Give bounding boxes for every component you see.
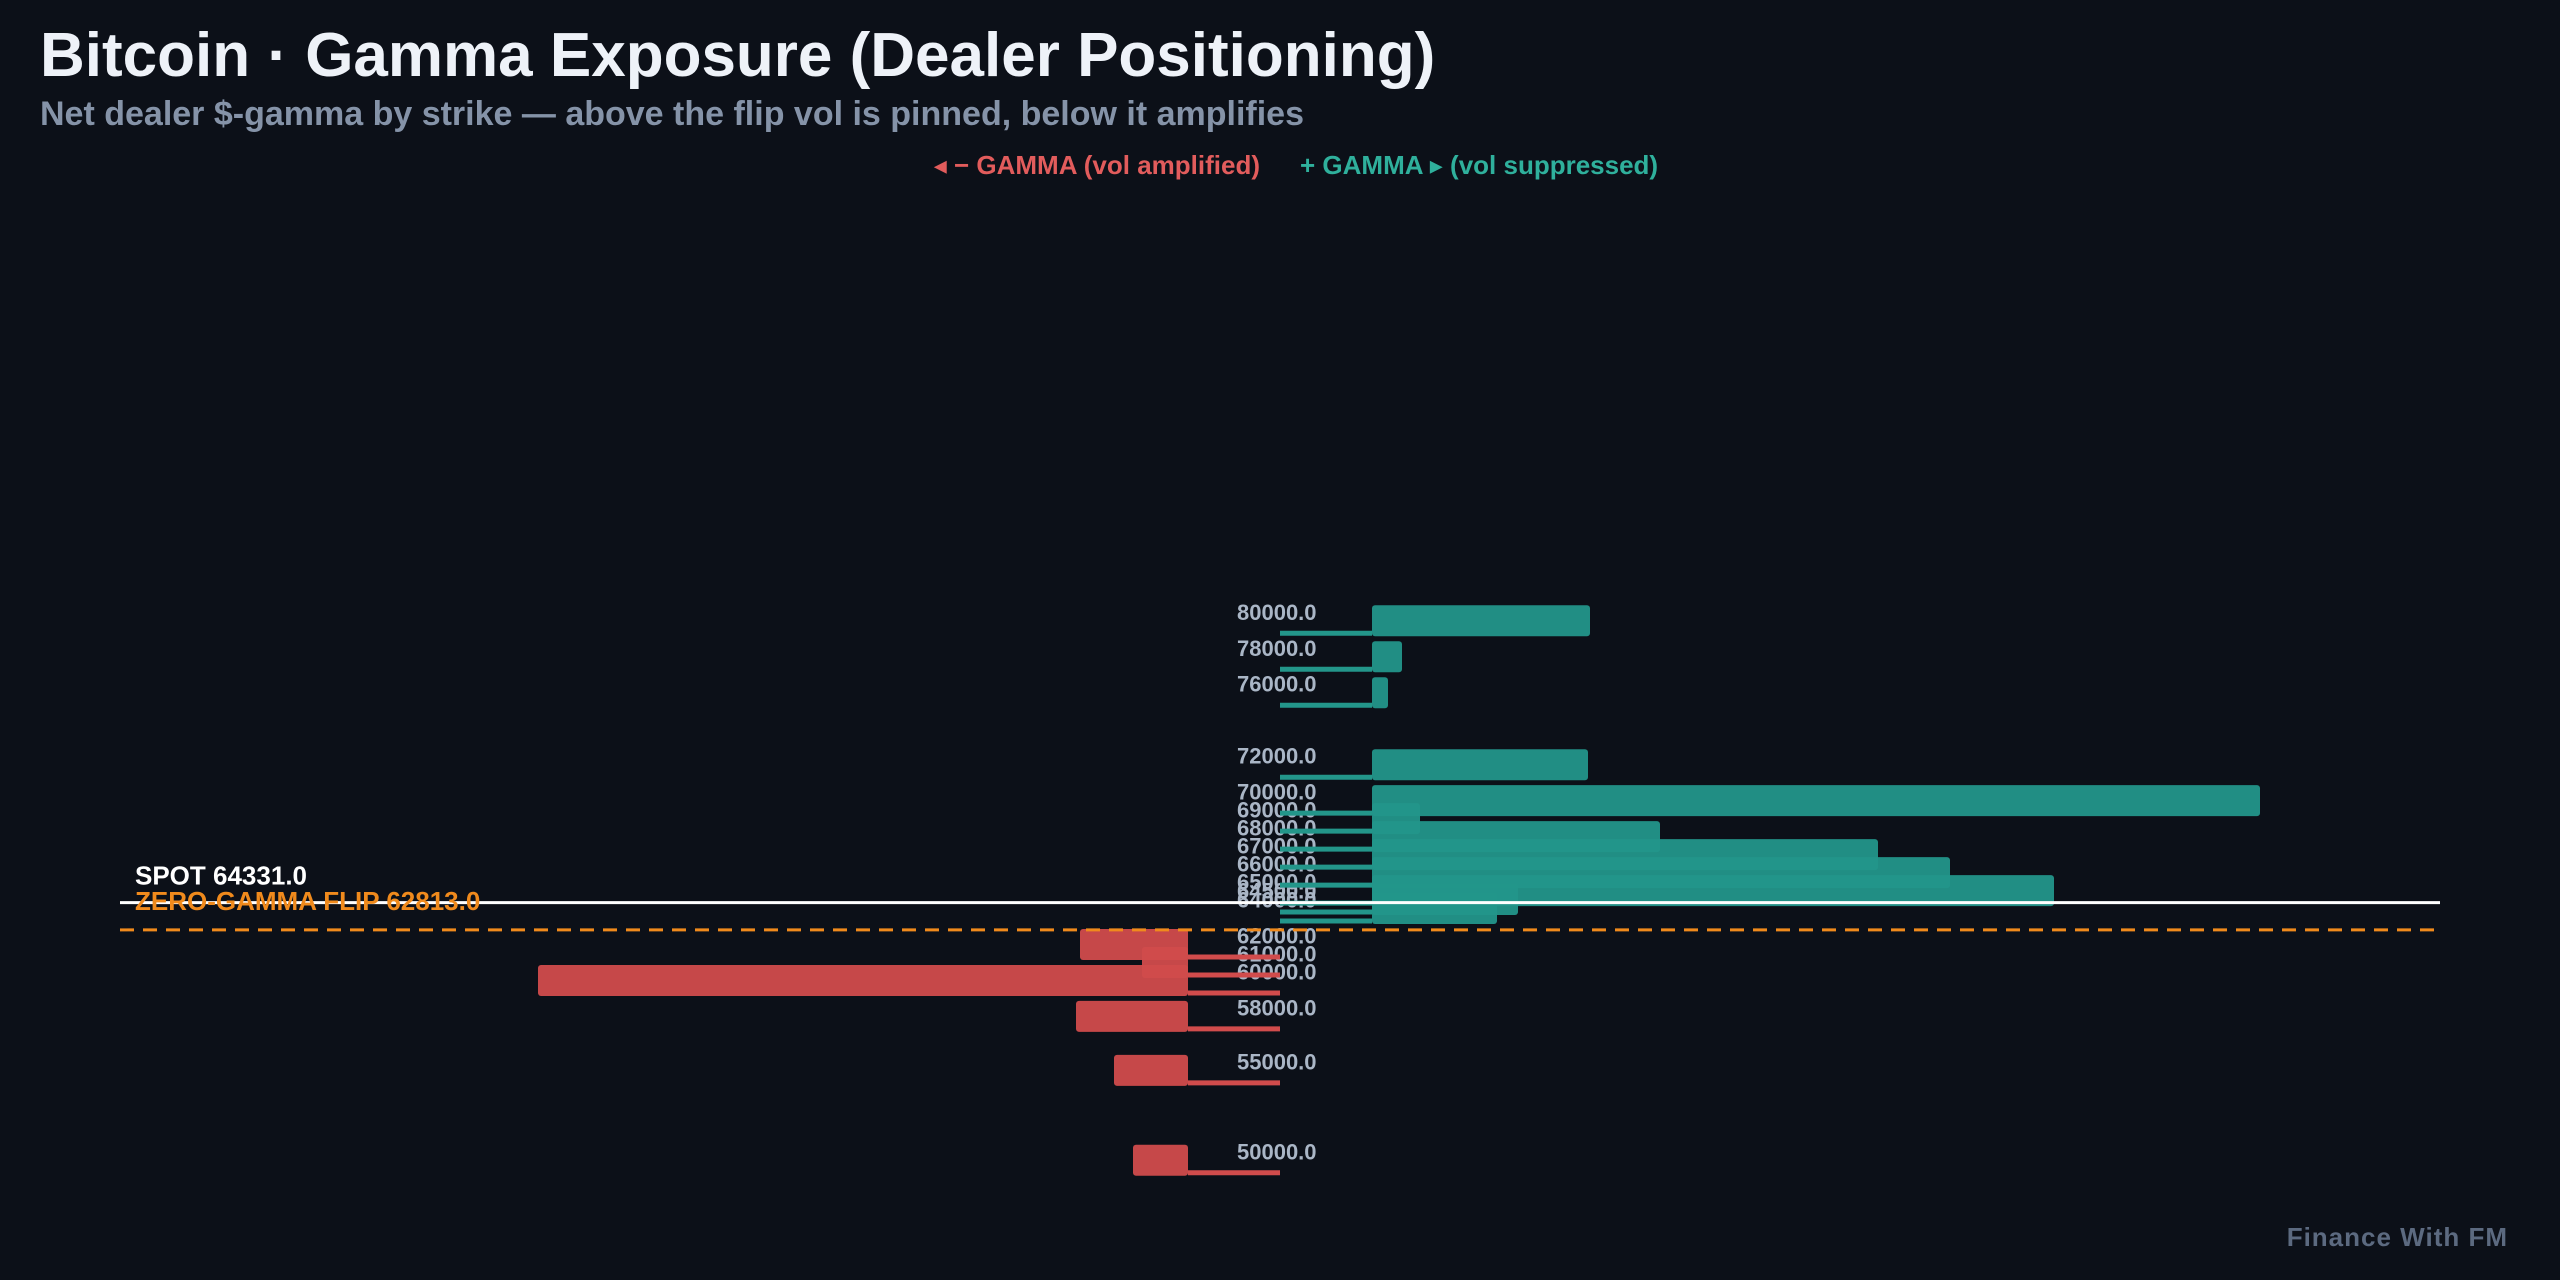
gamma-bar-78000.0 bbox=[1372, 641, 1402, 673]
strike-label-68000.0: 68000.0 bbox=[1237, 816, 1317, 841]
legend-positive-gamma: + GAMMA ▸ (vol suppressed) bbox=[1300, 150, 1659, 180]
strike-label-55000.0: 55000.0 bbox=[1237, 1049, 1317, 1074]
gamma-bar-60000.0 bbox=[538, 965, 1188, 996]
gamma-bar-76000.0 bbox=[1372, 677, 1388, 709]
gamma-bar-50000.0 bbox=[1133, 1144, 1188, 1176]
strike-label-50000.0: 50000.0 bbox=[1237, 1139, 1317, 1164]
gamma-bar-55000.0 bbox=[1114, 1054, 1188, 1086]
strike-label-72000.0: 72000.0 bbox=[1237, 744, 1317, 769]
strike-label-61000.0: 61000.0 bbox=[1237, 942, 1317, 967]
strike-label-60000.0: 60000.0 bbox=[1237, 960, 1317, 985]
brand-watermark: Finance With FM bbox=[2286, 1222, 2508, 1252]
gamma-bar-62000.0 bbox=[1080, 929, 1188, 960]
zero-gamma-flip-label: ZERO-GAMMA FLIP 62813.0 bbox=[135, 886, 480, 916]
gamma-bar-58000.0 bbox=[1076, 1000, 1188, 1032]
strike-label-58000.0: 58000.0 bbox=[1237, 995, 1317, 1020]
chart-title: Bitcoin · Gamma Exposure (Dealer Positio… bbox=[40, 21, 1436, 90]
legend-negative-gamma: ◂ − GAMMA (vol amplified) bbox=[933, 150, 1260, 180]
strike-label-70000.0: 70000.0 bbox=[1237, 780, 1317, 805]
strike-label-67000.0: 67000.0 bbox=[1237, 834, 1317, 859]
strike-label-64000.0: 64000.0 bbox=[1237, 888, 1317, 913]
strike-label-65000.0: 65000.0 bbox=[1237, 870, 1317, 895]
gamma-bar-70000.0 bbox=[1372, 785, 2260, 817]
strike-label-62000.0: 62000.0 bbox=[1237, 924, 1317, 949]
spot-label: SPOT 64331.0 bbox=[135, 861, 307, 891]
strike-label-76000.0: 76000.0 bbox=[1237, 672, 1317, 697]
chart-subtitle: Net dealer $-gamma by strike — above the… bbox=[40, 95, 1304, 133]
gamma-bar-72000.0 bbox=[1372, 749, 1588, 781]
strike-label-69000.0: 69000.0 bbox=[1237, 798, 1317, 823]
strike-label-66000.0: 66000.0 bbox=[1237, 852, 1317, 877]
gamma-bar-68000.0 bbox=[1372, 821, 1660, 853]
strike-label-78000.0: 78000.0 bbox=[1237, 636, 1317, 661]
strike-label-80000.0: 80000.0 bbox=[1237, 600, 1317, 625]
gamma-bar-80000.0 bbox=[1372, 605, 1590, 637]
